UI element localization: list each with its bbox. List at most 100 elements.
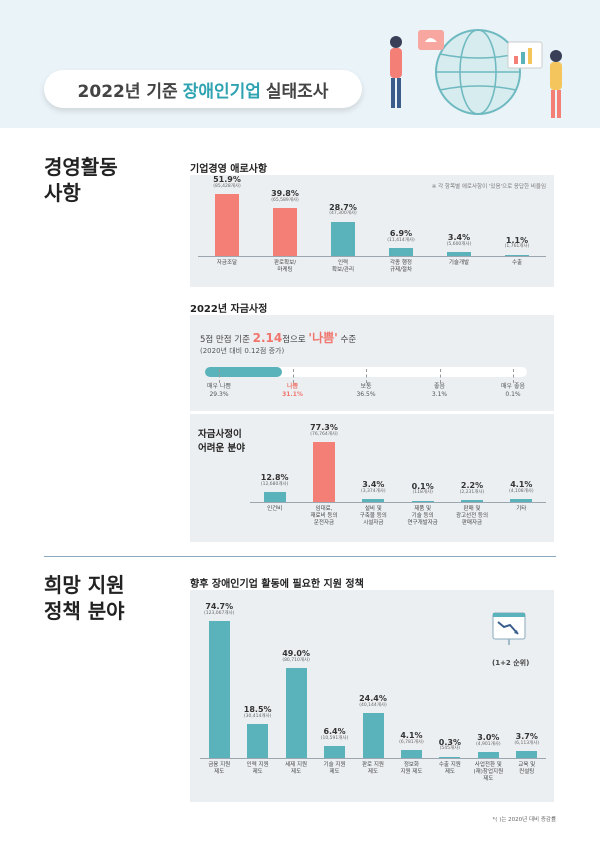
difficulty-count-text: (2,231개사) <box>459 490 485 496</box>
difficulties-value-label: 39.8% (65,589개사) <box>256 189 314 204</box>
difficulty-value-text: 2.2% <box>460 481 484 491</box>
difficulties-bar <box>331 221 355 256</box>
policy-value-label: 18.5% (30,414개사) <box>238 705 276 720</box>
policy-value-text: 74.7% <box>205 601 234 611</box>
difficulties-value-label: 6.9% (11,414개사) <box>372 228 430 244</box>
policy-count-text: (6,113개사) <box>514 740 540 746</box>
funding-score-line: 5점 만점 기준 2.14점으로 '나쁨' 수준 <box>200 329 356 346</box>
difficulty-bar <box>461 500 483 502</box>
panel-title-policy: 향후 장애인기업 활동에 필요한 지원 정책 <box>190 579 364 590</box>
scale-label-name: 매우 나쁨 <box>207 383 231 390</box>
scale-tick <box>366 369 368 383</box>
policy-category-label: 사업전환 및 (재)창업지원 제도 <box>473 762 504 783</box>
policy-value-label: 4.1% (6,781개사) <box>392 732 430 746</box>
difficulty-value-text: 77.3% <box>310 423 338 433</box>
policy-bar <box>516 751 538 758</box>
footnote: *( )는 2020년 대비 증감률 <box>492 817 556 823</box>
policy-count-text: (545개사) <box>439 746 461 752</box>
policy-category-label: 판로 지원 제도 <box>361 762 384 776</box>
section-title-business: 경영활동 사항 <box>44 155 118 205</box>
scale-tick <box>439 369 442 383</box>
score-value: 2.14 <box>252 331 283 345</box>
difficulty-value-text: 0.1% <box>411 481 434 491</box>
scale-label: 매우 나쁨 29.3% <box>189 383 249 399</box>
difficulty-value-label: 3.4% (3,374개사) <box>349 480 398 495</box>
difficulties-value-text: 39.8% <box>271 189 299 199</box>
difficulty-category-label: 인건비 <box>267 506 283 512</box>
report-title: 2022년 기준 장애인기업 실태조사 <box>44 70 362 108</box>
scale-label: 좋음 3.1% <box>410 383 470 399</box>
difficulty-category-label: 판매 및 광고선전 등의 판매자금 <box>455 506 489 527</box>
policy-bar <box>324 746 346 758</box>
hero-banner: 2022년 기준 장애인기업 실태조사 <box>0 0 600 128</box>
policy-value-text: 49.0% <box>282 648 310 658</box>
policy-bar <box>208 620 230 758</box>
difficulties-value-label: 1.1% (1,761개사) <box>488 236 546 251</box>
score-change: (2020년 대비 0.12점 증가) <box>200 347 285 355</box>
funding-scale-fill <box>205 367 283 377</box>
scale-label-value: 36.5% <box>356 390 376 398</box>
policy-value-label: 24.4% (40,144개사) <box>354 694 392 709</box>
difficulties-value-text: 6.9% <box>389 228 413 238</box>
policy-value-text: 6.4% <box>323 727 346 737</box>
difficulty-count-text: (12,680개사) <box>260 481 289 487</box>
difficulty-bar <box>510 498 533 502</box>
difficulty-category-label: 임대료, 재료비 등의 운전자금 <box>310 506 338 527</box>
difficulty-value-label: 12.8% (12,680개사) <box>250 473 299 488</box>
difficulty-category-label: 설비 및 구축물 등의 시설자금 <box>359 506 387 527</box>
policy-value-label: 74.7% (123,067개사) <box>200 601 238 617</box>
score-suffix: 수준 <box>340 335 357 345</box>
title-year: 2022년 기준 <box>77 81 178 102</box>
policy-value-text: 18.5% <box>243 705 272 714</box>
policy-count-text: (30,414개사) <box>243 713 272 719</box>
section-divider <box>44 556 556 557</box>
scale-label-name: 좋음 <box>433 383 446 390</box>
difficulty-count-text: (3,374개사) <box>360 489 386 495</box>
difficulty-count-text: (4,108개사) <box>508 488 534 494</box>
policy-count-text: (4,901개사) <box>475 742 501 748</box>
difficulties-value-text: 51.9% <box>213 174 241 184</box>
difficulties-category-label: 판로확보/ 마케팅 <box>273 260 297 274</box>
difficulty-category-label: 기타 <box>516 506 527 512</box>
policy-count-text: (10,591개사) <box>320 736 349 742</box>
policy-category-label: 세제 지원 제도 <box>285 762 308 776</box>
policy-value-text: 4.1% <box>400 731 423 741</box>
policy-value-label: 0.3% (545개사) <box>431 737 469 753</box>
policy-category-label: 정보화 지원 제도 <box>400 762 423 776</box>
difficulty-value-label: 2.2% (2,231개사) <box>447 481 496 496</box>
difficulty-bar <box>263 492 286 502</box>
policy-value-label: 3.7% (6,113개사) <box>508 732 546 747</box>
difficulties-axis <box>198 256 546 257</box>
policy-category-label: 인력 지원 제도 <box>246 762 269 776</box>
policy-category-label: 기술 지원 제도 <box>323 762 346 776</box>
difficulties-bar <box>215 193 239 256</box>
scale-tick <box>513 369 515 383</box>
scale-label: 매우 좋음 0.1% <box>483 383 543 399</box>
policy-value-text: 0.3% <box>438 737 461 747</box>
difficulties-value-label: 3.4% (5,600개사) <box>430 233 488 248</box>
scale-tick <box>219 369 221 383</box>
difficulties-count-text: (85,428개사) <box>213 183 241 189</box>
difficulty-value-label: 0.1% (118개사) <box>398 481 447 497</box>
policy-count-text: (80,710개사) <box>282 657 310 663</box>
policy-category-label: 교육 및 컨설팅 <box>518 762 536 776</box>
policy-count-text: (40,144개사) <box>359 702 387 708</box>
scale-label-value: 0.1% <box>505 390 521 398</box>
scale-label-name: 보통 <box>360 383 372 390</box>
difficulties-count-text: (47,300개사) <box>329 211 357 217</box>
policy-value-text: 24.4% <box>359 694 387 704</box>
difficulties-count-text: (65,589개사) <box>271 198 299 204</box>
difficulty-value-text: 12.8% <box>260 473 289 483</box>
difficulties-value-label: 51.9% (85,428개사) <box>198 174 256 190</box>
difficulty-bar <box>411 500 434 502</box>
difficulties-bar <box>505 254 529 256</box>
difficulties-count-text: (11,414개사) <box>387 237 415 243</box>
difficulty-value-label: 4.1% (4,108개사) <box>497 480 546 495</box>
scale-label-name: 매우 좋음 <box>501 383 525 390</box>
difficulties-category-label: 수출 <box>511 260 523 266</box>
difficulties-category-label: 자금조달 <box>216 260 238 266</box>
difficulty-bar <box>313 442 335 502</box>
difficulty-category-label: 제품 및 기술 등의 연구개발자금 <box>407 506 438 527</box>
policy-value-label: 3.0% (4,901개사) <box>469 734 507 748</box>
panel-title-difficulties: 기업경영 애로사항 <box>190 164 268 175</box>
